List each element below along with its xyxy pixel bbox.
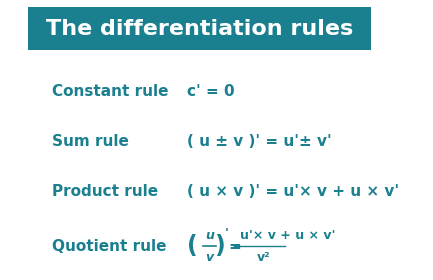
Text: ( u ± v )' = u'± v': ( u ± v )' = u'± v' [187, 134, 332, 149]
Text: c' = 0: c' = 0 [187, 83, 235, 99]
Text: Quotient rule: Quotient rule [52, 239, 166, 254]
Text: ): ) [214, 234, 225, 258]
Text: The differentiation rules: The differentiation rules [46, 19, 353, 39]
Text: ( u × v )' = u'× v + u × v': ( u × v )' = u'× v + u × v' [187, 184, 400, 199]
Text: Product rule: Product rule [52, 184, 158, 199]
Text: u'× v + u × v': u'× v + u × v' [240, 229, 336, 242]
Text: v²: v² [257, 251, 271, 264]
Text: Sum rule: Sum rule [52, 134, 129, 149]
Text: ': ' [224, 227, 229, 240]
Text: u: u [205, 229, 214, 242]
Text: =: = [229, 239, 241, 254]
Text: v: v [205, 251, 213, 264]
Text: (: ( [187, 234, 198, 258]
FancyBboxPatch shape [28, 7, 371, 50]
Text: Constant rule: Constant rule [52, 83, 168, 99]
